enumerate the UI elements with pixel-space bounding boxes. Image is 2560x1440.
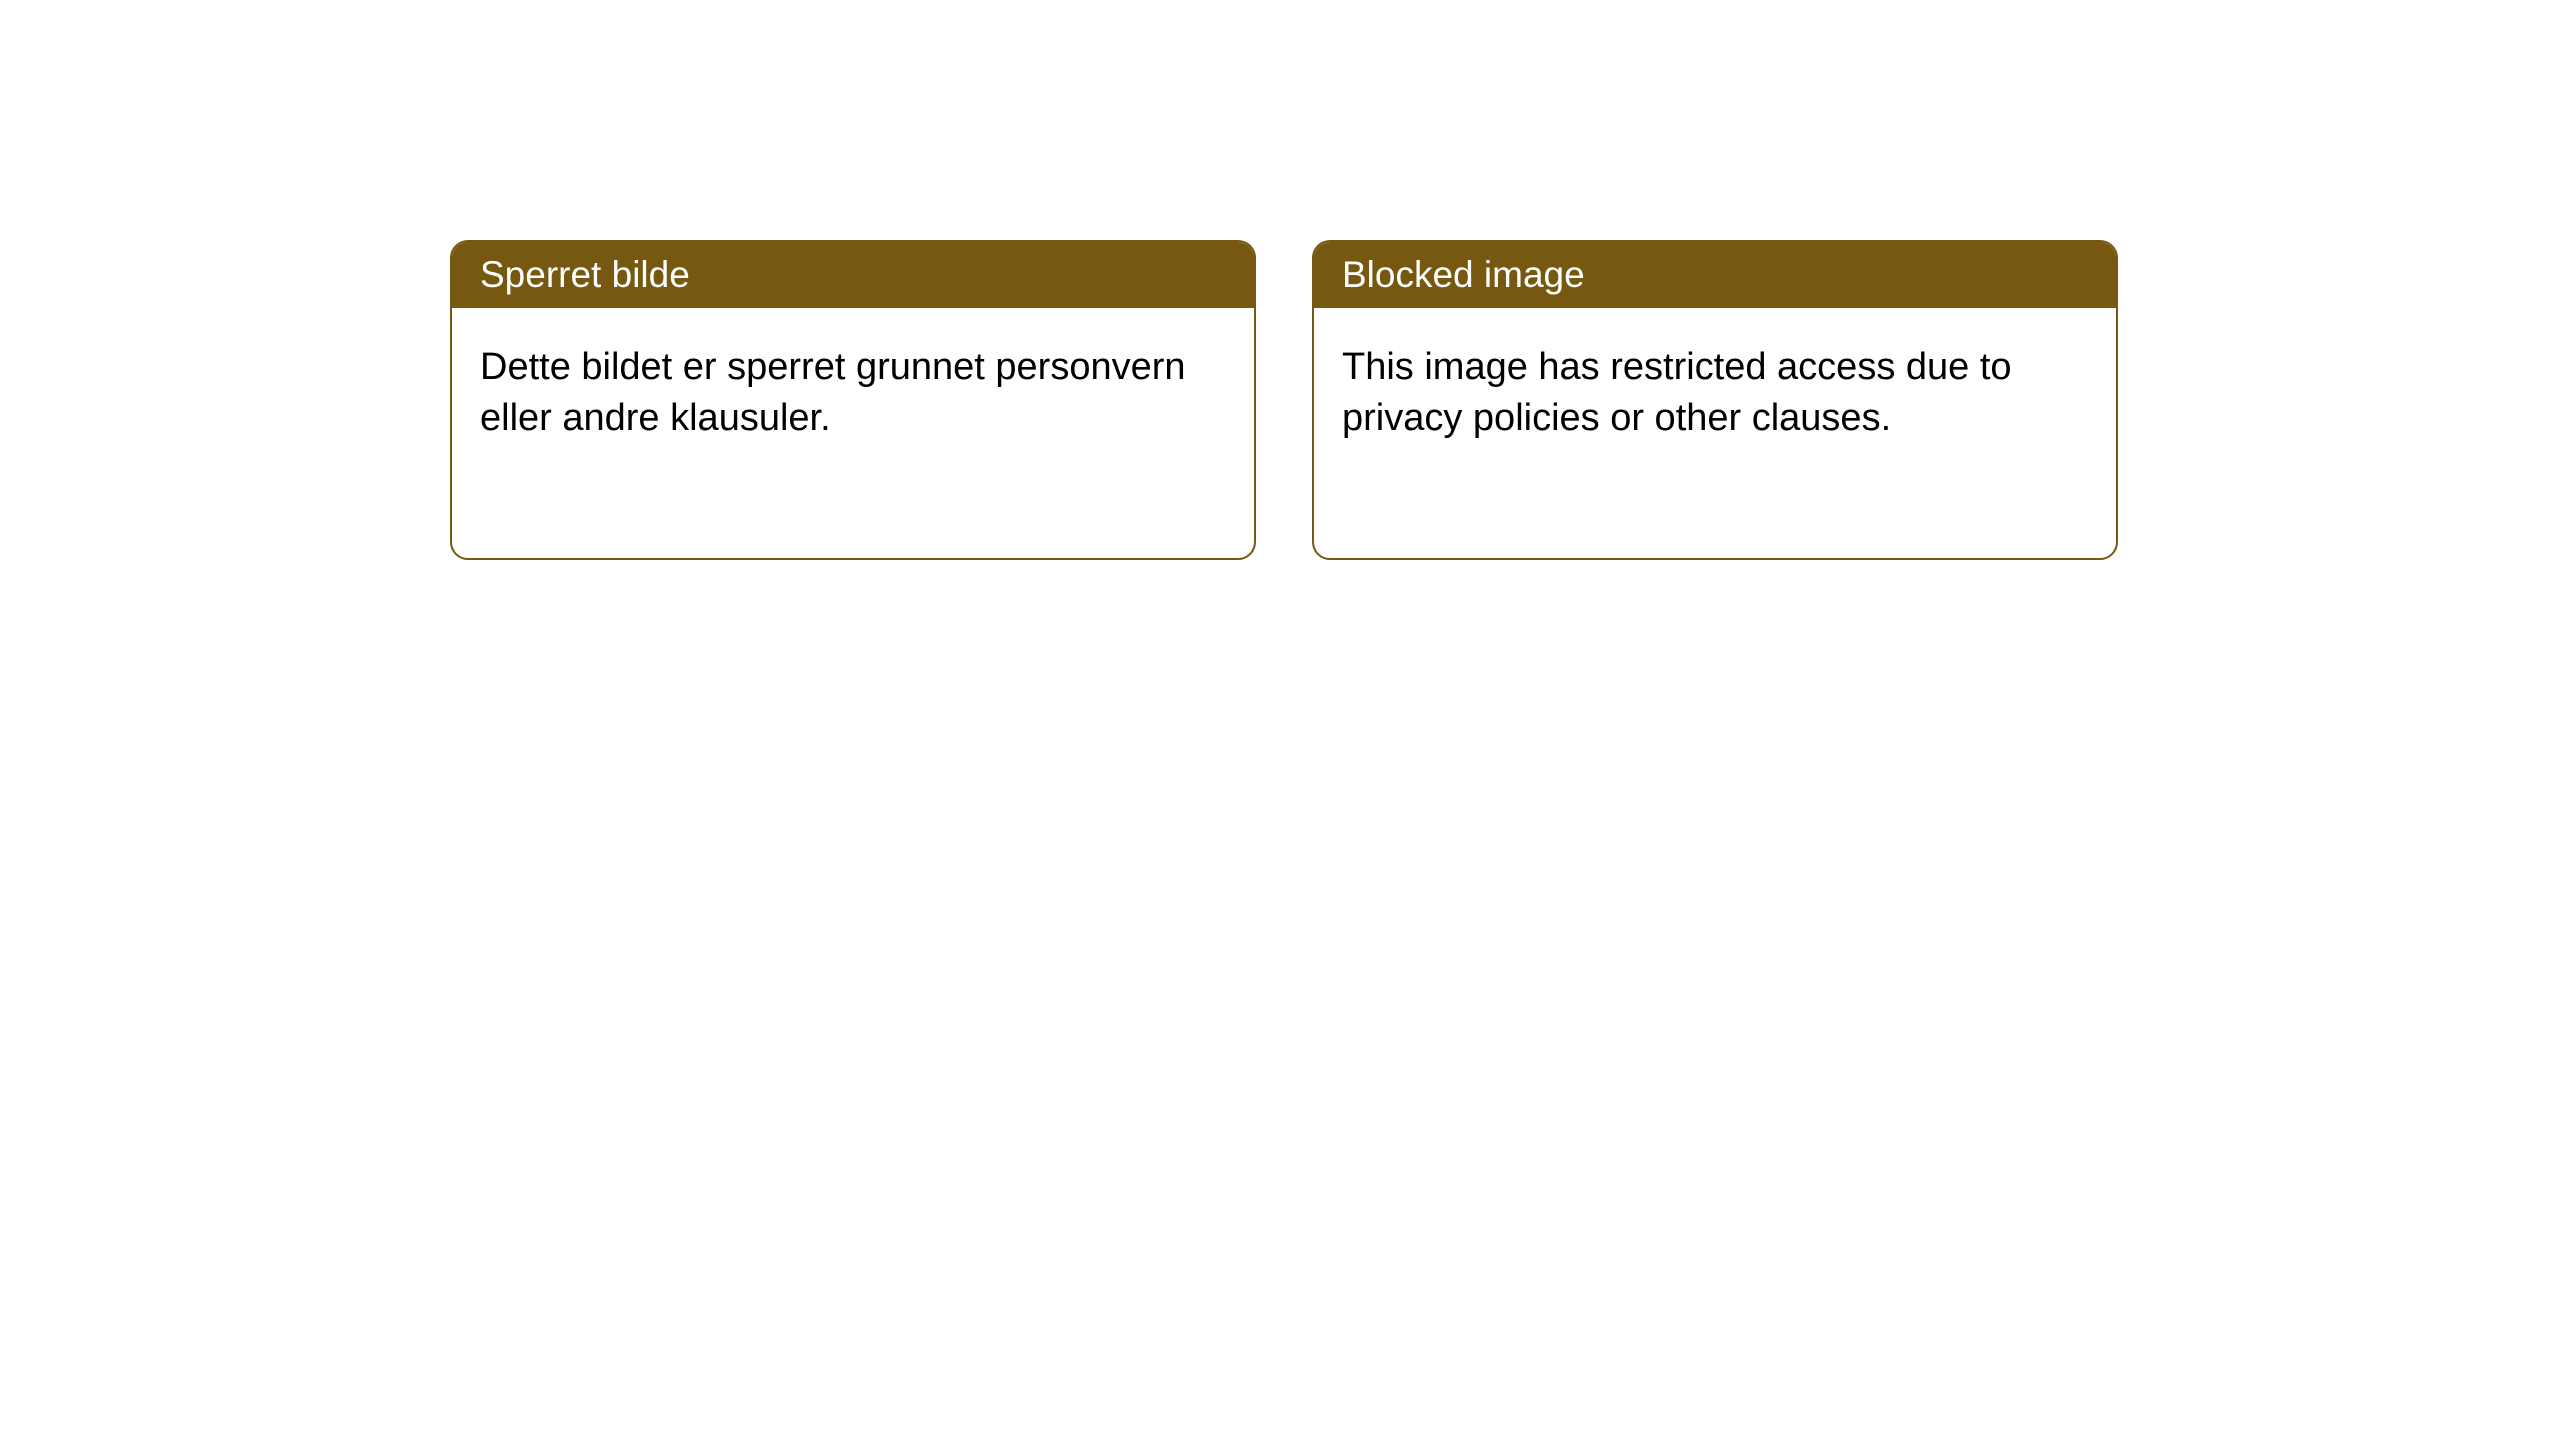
notice-title: Blocked image	[1342, 254, 1585, 295]
notice-card-english: Blocked image This image has restricted …	[1312, 240, 2118, 560]
notice-cards-container: Sperret bilde Dette bildet er sperret gr…	[450, 240, 2118, 560]
notice-header: Sperret bilde	[452, 242, 1254, 308]
notice-body: This image has restricted access due to …	[1314, 308, 2116, 558]
notice-body: Dette bildet er sperret grunnet personve…	[452, 308, 1254, 558]
notice-message: This image has restricted access due to …	[1342, 346, 2012, 439]
notice-header: Blocked image	[1314, 242, 2116, 308]
notice-card-norwegian: Sperret bilde Dette bildet er sperret gr…	[450, 240, 1256, 560]
notice-title: Sperret bilde	[480, 254, 690, 295]
notice-message: Dette bildet er sperret grunnet personve…	[480, 346, 1186, 439]
